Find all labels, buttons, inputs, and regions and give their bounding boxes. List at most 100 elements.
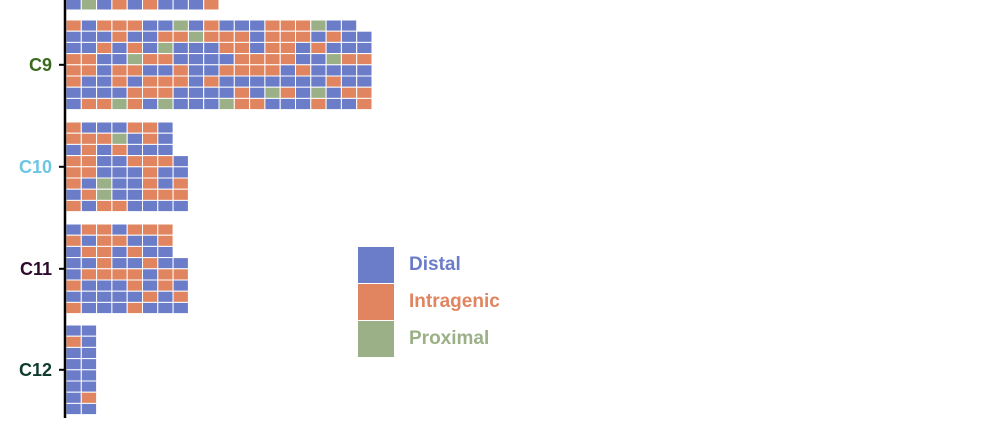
legend-item-proximal: Proximal [358,320,500,357]
waffle-cell-intragenic [325,30,342,43]
waffle-cell-intragenic [142,257,159,270]
waffle-cell-distal [325,64,342,77]
waffle-cell-distal [111,257,128,270]
waffle-cell-distal [187,64,205,77]
waffle-cell-distal [65,245,82,259]
waffle-cell-intragenic [80,132,98,145]
waffle-cell-distal [80,177,98,190]
waffle-cell-intragenic [310,97,327,111]
waffle-cell-intragenic [65,132,82,145]
waffle-cell-distal [65,391,82,404]
waffle-cell-distal [157,301,174,315]
waffle-cell-intragenic [279,86,297,99]
waffle-cell-intragenic [340,53,358,66]
waffle-cell-intragenic [65,121,82,134]
waffle-cell [157,0,174,11]
waffle-cell-distal [325,97,342,111]
waffle-cell-distal [325,86,342,99]
waffle-cell-intragenic [142,290,159,303]
waffle-cell-intragenic [126,268,143,281]
waffle-cell-intragenic [65,155,82,168]
waffle-cell-distal [340,64,358,77]
waffle-cell-intragenic [279,41,297,55]
waffle-cell-distal [65,223,82,236]
waffle-cell-intragenic [142,188,159,201]
waffle-cell-distal [233,19,251,32]
waffle-cell-distal [80,346,98,360]
waffle-cell-distal [80,75,98,88]
waffle-cell-intragenic [80,166,98,179]
waffle-cell-intragenic [126,121,143,134]
y-tick-label-c12: C12 [19,360,52,380]
waffle-cell-distal [65,358,82,371]
waffle-cell [65,0,82,11]
waffle-cell-distal [172,257,189,270]
waffle-cell-distal [80,335,98,348]
waffle-cell-intragenic [126,155,143,168]
waffle-cell-distal [111,53,128,66]
waffle-cell-intragenic [157,268,174,281]
waffle-cell-distal [142,30,159,43]
waffle-cell-intragenic [80,53,98,66]
waffle-cell-intragenic [264,30,281,43]
waffle-cell-distal [80,234,98,247]
waffle-cell-distal [142,268,159,281]
waffle-cell-distal [80,402,98,416]
waffle-cell-intragenic [172,290,189,303]
waffle-cell-distal [203,53,220,66]
waffle-cell-distal [340,30,358,43]
waffle-cell-distal [203,97,220,111]
waffle-cell-distal [65,380,82,393]
waffle-cell-distal [96,279,113,292]
waffle-cell-intragenic [126,223,143,236]
waffle-cell-intragenic [264,53,281,66]
waffle-cell-distal [340,97,358,111]
legend-swatch-distal [358,246,394,283]
waffle-cell-distal [111,301,128,315]
waffle-cell-intragenic [96,19,113,32]
waffle-cell-distal [310,75,327,88]
waffle-cell-distal [356,64,373,77]
waffle-cell-distal [96,121,113,134]
waffle-cell-distal [172,166,189,179]
waffle-cell-distal [80,290,98,303]
waffle-cell-intragenic [126,64,143,77]
waffle-cell-distal [80,301,98,315]
waffle-cell-distal [187,97,205,111]
waffle-cell-distal [203,86,220,99]
waffle-cell-distal [80,199,98,213]
waffle-cell-intragenic [142,223,159,236]
waffle-cell-intragenic [65,53,82,66]
waffle-cell-distal [111,155,128,168]
waffle-cell-intragenic [157,30,174,43]
waffle-cell-intragenic [111,75,128,88]
waffle-cell-distal [111,86,128,99]
waffle-cell-distal [172,41,189,55]
waffle-cell-distal [340,75,358,88]
waffle-cell-proximal [264,86,281,99]
waffle-cell-distal [264,97,281,111]
legend-label-distal: Distal [409,253,461,275]
waffle-cell-distal [80,324,98,337]
waffle-cell-distal [96,86,113,99]
waffle-cell-distal [142,41,159,55]
waffle-cell-distal [279,97,297,111]
y-tick-label-c9: C9 [29,55,52,75]
legend: Distal Intragenic Proximal [358,246,500,357]
waffle-cell-proximal [187,30,205,43]
waffle-cell-distal [111,188,128,201]
waffle-cell-distal [310,30,327,43]
waffle-cell-distal [172,199,189,213]
waffle-cell-distal [80,30,98,43]
waffle-cell-distal [65,290,82,303]
waffle-cell-intragenic [142,132,159,145]
waffle-cell-distal [157,143,174,157]
waffle-cell-distal [172,97,189,111]
waffle-cell-distal [142,143,159,157]
waffle-cell-intragenic [96,234,113,247]
waffle-cell-distal [111,279,128,292]
waffle-cell-distal [172,53,189,66]
waffle-cell-intragenic [142,166,159,179]
waffle-cell-distal [340,19,358,32]
